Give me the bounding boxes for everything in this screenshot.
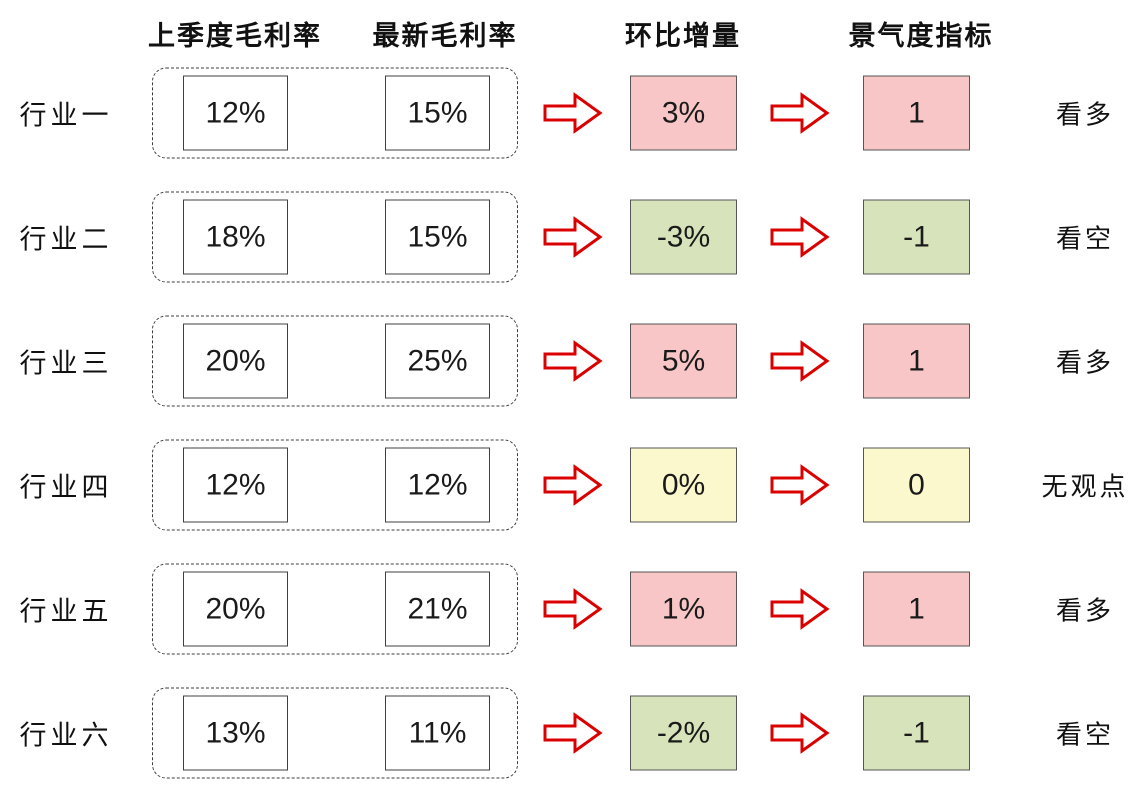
header-qoq-delta: 环比增量 xyxy=(625,21,741,52)
right-arrow-icon xyxy=(543,588,603,630)
prosperity-indicator-box: -1 xyxy=(863,199,970,275)
latest-margin-box: 15% xyxy=(385,75,490,151)
margin-inputs-group xyxy=(152,67,518,159)
right-arrow-icon xyxy=(543,340,603,382)
industry-label: 行业五 xyxy=(19,596,113,628)
header-latest-margin: 最新毛利率 xyxy=(372,21,518,52)
qoq-delta-box: 0% xyxy=(630,447,737,523)
industry-label: 行业四 xyxy=(19,472,113,504)
qoq-delta-box: 3% xyxy=(630,75,737,151)
prev-quarter-margin-box: 20% xyxy=(183,571,288,647)
industry-row: 行业四 12% 12% 0% 0 无观点 xyxy=(0,423,1140,547)
latest-margin-box: 21% xyxy=(385,571,490,647)
stance-label: 无观点 xyxy=(1041,472,1129,503)
header-prosperity-indicator: 景气度指标 xyxy=(848,21,994,52)
qoq-delta-box: 1% xyxy=(630,571,737,647)
right-arrow-icon xyxy=(770,92,830,134)
stance-label: 看空 xyxy=(1055,720,1114,751)
prev-quarter-margin-box: 20% xyxy=(183,323,288,399)
prosperity-indicator-box: 1 xyxy=(863,571,970,647)
margin-inputs-group xyxy=(152,687,518,779)
margin-inputs-group xyxy=(152,563,518,655)
latest-margin-box: 11% xyxy=(385,695,490,771)
industry-row: 行业一 12% 15% 3% 1 看多 xyxy=(0,51,1140,175)
right-arrow-icon xyxy=(770,464,830,506)
right-arrow-icon xyxy=(770,340,830,382)
industry-row: 行业六 13% 11% -2% -1 看空 xyxy=(0,671,1140,789)
right-arrow-icon xyxy=(543,92,603,134)
prev-quarter-margin-box: 18% xyxy=(183,199,288,275)
stance-label: 看空 xyxy=(1055,224,1114,255)
prev-quarter-margin-box: 12% xyxy=(183,75,288,151)
right-arrow-icon xyxy=(770,216,830,258)
right-arrow-icon xyxy=(543,712,603,754)
prosperity-indicator-box: 0 xyxy=(863,447,970,523)
stance-label: 看多 xyxy=(1055,348,1114,379)
right-arrow-icon xyxy=(543,464,603,506)
column-headers: 上季度毛利率 最新毛利率 环比增量 景气度指标 xyxy=(0,14,1140,52)
right-arrow-icon xyxy=(770,588,830,630)
industry-row: 行业三 20% 25% 5% 1 看多 xyxy=(0,299,1140,423)
prosperity-indicator-box: 1 xyxy=(863,75,970,151)
stance-label: 看多 xyxy=(1055,596,1114,627)
latest-margin-box: 15% xyxy=(385,199,490,275)
right-arrow-icon xyxy=(543,216,603,258)
qoq-delta-box: -2% xyxy=(630,695,737,771)
prosperity-indicator-box: -1 xyxy=(863,695,970,771)
latest-margin-box: 12% xyxy=(385,447,490,523)
margin-inputs-group xyxy=(152,439,518,531)
latest-margin-box: 25% xyxy=(385,323,490,399)
qoq-delta-box: 5% xyxy=(630,323,737,399)
right-arrow-icon xyxy=(770,712,830,754)
industry-label: 行业三 xyxy=(19,348,113,380)
prosperity-indicator-box: 1 xyxy=(863,323,970,399)
prev-quarter-margin-box: 12% xyxy=(183,447,288,523)
margin-inputs-group xyxy=(152,191,518,283)
header-prev-quarter-margin: 上季度毛利率 xyxy=(148,21,322,52)
industry-label: 行业六 xyxy=(19,720,113,752)
industry-row: 行业五 20% 21% 1% 1 看多 xyxy=(0,547,1140,671)
industry-label: 行业二 xyxy=(19,224,113,256)
margin-inputs-group xyxy=(152,315,518,407)
stance-label: 看多 xyxy=(1055,100,1114,131)
industry-label: 行业一 xyxy=(19,100,113,132)
industry-row: 行业二 18% 15% -3% -1 看空 xyxy=(0,175,1140,299)
qoq-delta-box: -3% xyxy=(630,199,737,275)
prev-quarter-margin-box: 13% xyxy=(183,695,288,771)
